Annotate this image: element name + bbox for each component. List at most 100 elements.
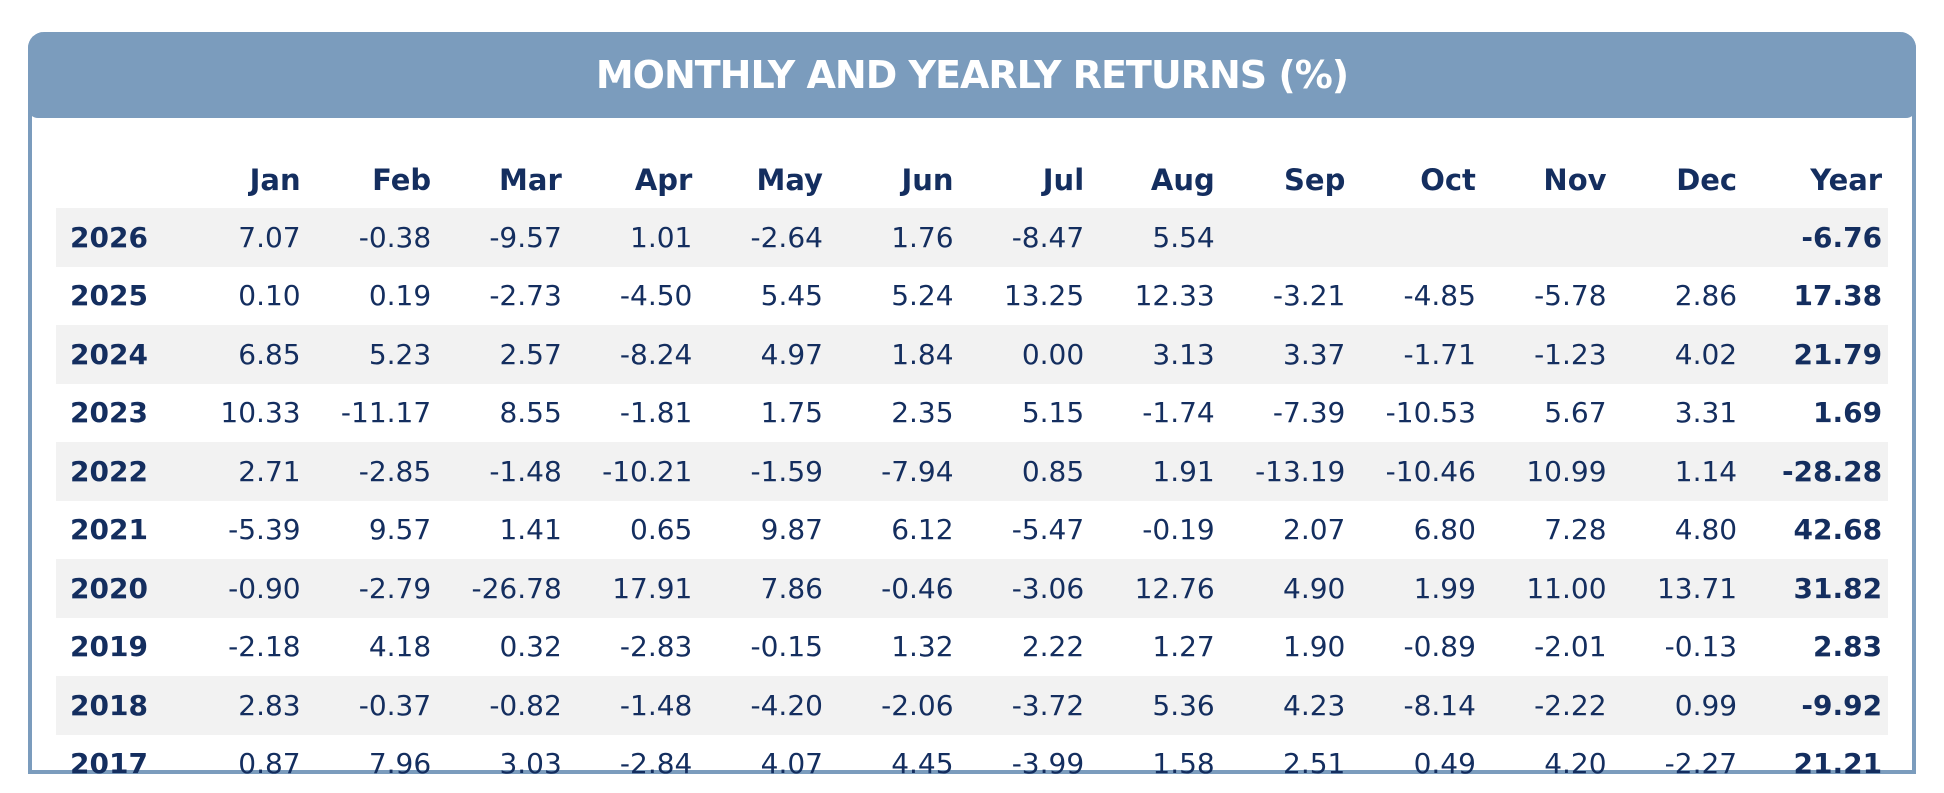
monthly-return-cell: 4.23 bbox=[1221, 676, 1352, 735]
monthly-return-cell: 1.32 bbox=[829, 618, 960, 677]
monthly-return-cell: 5.54 bbox=[1090, 208, 1221, 267]
column-header-oct: Oct bbox=[1351, 152, 1482, 208]
monthly-return-cell bbox=[1221, 208, 1352, 267]
monthly-return-cell: 1.14 bbox=[1613, 442, 1744, 501]
monthly-return-cell: 1.99 bbox=[1351, 559, 1482, 618]
row-year-label: 2020 bbox=[56, 559, 176, 618]
monthly-return-cell: -3.72 bbox=[960, 676, 1091, 735]
monthly-return-cell: 1.27 bbox=[1090, 618, 1221, 677]
monthly-return-cell: 5.24 bbox=[829, 267, 960, 326]
monthly-return-cell: -7.94 bbox=[829, 442, 960, 501]
monthly-return-cell: 5.23 bbox=[307, 325, 438, 384]
yearly-return-cell: -9.92 bbox=[1743, 676, 1888, 735]
monthly-return-cell: 7.07 bbox=[176, 208, 307, 267]
monthly-return-cell: 10.33 bbox=[176, 384, 307, 443]
monthly-return-cell: 9.57 bbox=[307, 501, 438, 560]
monthly-return-cell: -0.19 bbox=[1090, 501, 1221, 560]
monthly-return-cell: 5.15 bbox=[960, 384, 1091, 443]
monthly-return-cell: -1.71 bbox=[1351, 325, 1482, 384]
monthly-return-cell: 10.99 bbox=[1482, 442, 1613, 501]
monthly-return-cell: 8.55 bbox=[437, 384, 568, 443]
monthly-return-cell: 13.25 bbox=[960, 267, 1091, 326]
monthly-return-cell: 1.91 bbox=[1090, 442, 1221, 501]
monthly-return-cell: 2.83 bbox=[176, 676, 307, 735]
monthly-return-cell: 0.00 bbox=[960, 325, 1091, 384]
column-header-nov: Nov bbox=[1482, 152, 1613, 208]
monthly-return-cell: 3.37 bbox=[1221, 325, 1352, 384]
monthly-return-cell: 0.85 bbox=[960, 442, 1091, 501]
monthly-return-cell: -8.47 bbox=[960, 208, 1091, 267]
monthly-return-cell: -1.81 bbox=[568, 384, 699, 443]
monthly-return-cell: 12.76 bbox=[1090, 559, 1221, 618]
monthly-return-cell: 0.65 bbox=[568, 501, 699, 560]
monthly-return-cell: 5.36 bbox=[1090, 676, 1221, 735]
row-year-label: 2017 bbox=[56, 735, 176, 793]
column-header-may: May bbox=[698, 152, 829, 208]
column-header-feb: Feb bbox=[307, 152, 438, 208]
monthly-return-cell: 7.96 bbox=[307, 735, 438, 793]
monthly-return-cell: 3.31 bbox=[1613, 384, 1744, 443]
row-year-label: 2026 bbox=[56, 208, 176, 267]
monthly-return-cell: 6.80 bbox=[1351, 501, 1482, 560]
monthly-return-cell: -2.06 bbox=[829, 676, 960, 735]
monthly-return-cell: -3.06 bbox=[960, 559, 1091, 618]
monthly-return-cell: 1.84 bbox=[829, 325, 960, 384]
column-header-jun: Jun bbox=[829, 152, 960, 208]
monthly-return-cell: -0.46 bbox=[829, 559, 960, 618]
monthly-return-cell: -4.50 bbox=[568, 267, 699, 326]
monthly-return-cell: 1.76 bbox=[829, 208, 960, 267]
monthly-return-cell: 4.45 bbox=[829, 735, 960, 793]
monthly-return-cell: -0.90 bbox=[176, 559, 307, 618]
monthly-return-cell: -8.24 bbox=[568, 325, 699, 384]
row-year-label: 2023 bbox=[56, 384, 176, 443]
header-row: Jan Feb Mar Apr May Jun Jul Aug Sep Oct … bbox=[56, 152, 1888, 208]
monthly-return-cell: -2.01 bbox=[1482, 618, 1613, 677]
monthly-return-cell: -2.18 bbox=[176, 618, 307, 677]
monthly-return-cell: -10.53 bbox=[1351, 384, 1482, 443]
monthly-return-cell: -9.57 bbox=[437, 208, 568, 267]
yearly-return-cell: 21.79 bbox=[1743, 325, 1888, 384]
monthly-return-cell: 1.01 bbox=[568, 208, 699, 267]
monthly-return-cell: 2.22 bbox=[960, 618, 1091, 677]
column-header-year: Year bbox=[1743, 152, 1888, 208]
monthly-return-cell: -0.15 bbox=[698, 618, 829, 677]
monthly-return-cell: 0.32 bbox=[437, 618, 568, 677]
yearly-return-cell: 31.82 bbox=[1743, 559, 1888, 618]
monthly-return-cell: -3.21 bbox=[1221, 267, 1352, 326]
monthly-return-cell: 0.87 bbox=[176, 735, 307, 793]
monthly-return-cell: -3.99 bbox=[960, 735, 1091, 793]
monthly-return-cell: 4.80 bbox=[1613, 501, 1744, 560]
column-header-mar: Mar bbox=[437, 152, 568, 208]
monthly-return-cell: 0.99 bbox=[1613, 676, 1744, 735]
monthly-return-cell: 4.07 bbox=[698, 735, 829, 793]
monthly-return-cell: -13.19 bbox=[1221, 442, 1352, 501]
row-year-label: 2018 bbox=[56, 676, 176, 735]
monthly-return-cell bbox=[1482, 208, 1613, 267]
monthly-return-cell: 0.49 bbox=[1351, 735, 1482, 793]
monthly-return-cell: -4.85 bbox=[1351, 267, 1482, 326]
monthly-return-cell: 3.03 bbox=[437, 735, 568, 793]
monthly-return-cell: -5.47 bbox=[960, 501, 1091, 560]
monthly-return-cell: 0.19 bbox=[307, 267, 438, 326]
row-year-label: 2019 bbox=[56, 618, 176, 677]
monthly-return-cell: 4.02 bbox=[1613, 325, 1744, 384]
column-header-blank bbox=[56, 152, 176, 208]
column-header-apr: Apr bbox=[568, 152, 699, 208]
monthly-return-cell: 2.51 bbox=[1221, 735, 1352, 793]
monthly-return-cell: -8.14 bbox=[1351, 676, 1482, 735]
monthly-return-cell: 13.71 bbox=[1613, 559, 1744, 618]
monthly-return-cell: -2.73 bbox=[437, 267, 568, 326]
monthly-return-cell bbox=[1351, 208, 1482, 267]
title-bar: MONTHLY AND YEARLY RETURNS (%) bbox=[28, 32, 1916, 118]
monthly-return-cell: -1.23 bbox=[1482, 325, 1613, 384]
column-header-jan: Jan bbox=[176, 152, 307, 208]
monthly-return-cell: -11.17 bbox=[307, 384, 438, 443]
monthly-return-cell: -26.78 bbox=[437, 559, 568, 618]
row-year-label: 2021 bbox=[56, 501, 176, 560]
monthly-return-cell: -5.39 bbox=[176, 501, 307, 560]
